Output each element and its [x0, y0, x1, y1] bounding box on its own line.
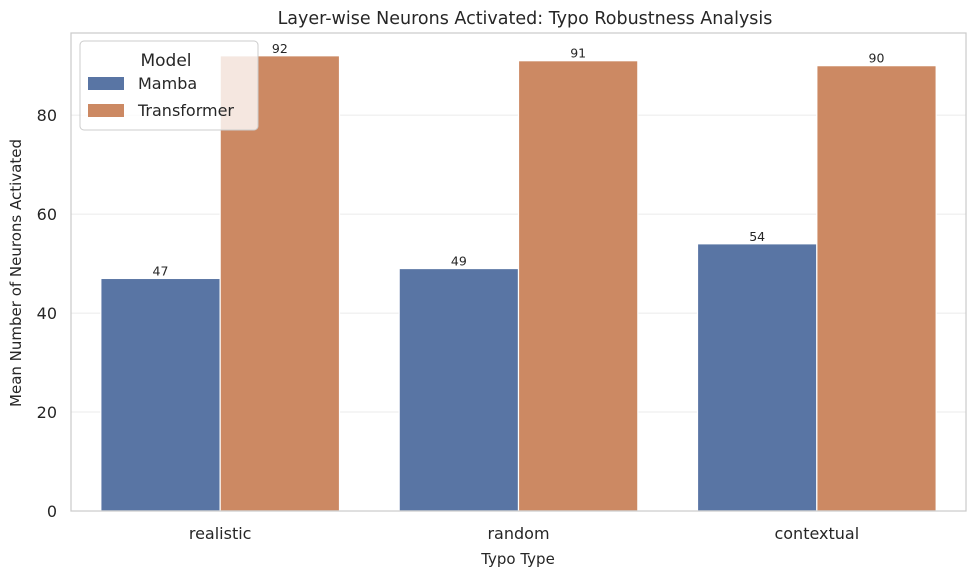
y-axis-ticks: 0 20 40 60 80 [37, 106, 57, 521]
legend-title: Model [140, 51, 191, 71]
y-tick-label: 60 [37, 205, 57, 224]
bar-data-label: 91 [570, 46, 586, 61]
x-tick-label: random [487, 524, 549, 543]
bar-data-label: 92 [272, 41, 288, 56]
legend-swatch-transformer [88, 104, 124, 117]
y-tick-label: 80 [37, 106, 57, 125]
legend-label-mamba: Mamba [138, 74, 197, 93]
y-tick-label: 0 [47, 502, 57, 521]
bar-transformer-random [517, 60, 639, 512]
bar-data-label: 47 [153, 263, 169, 278]
bar-mamba-random [398, 267, 520, 512]
plot-frame [70, 32, 967, 512]
y-tick-label: 40 [37, 304, 57, 323]
bar-data-label: 54 [749, 229, 765, 244]
bars [100, 55, 937, 512]
x-axis-ticks: realistic random contextual [189, 524, 859, 543]
bar-data-label: 90 [869, 51, 885, 66]
data-labels: 47 92 49 91 54 90 [153, 41, 885, 279]
legend: Model Mamba Transformer [79, 40, 259, 131]
x-tick-label: realistic [189, 524, 252, 543]
legend-box [79, 40, 259, 131]
y-tick-label: 20 [37, 403, 57, 422]
bar-mamba-contextual [696, 243, 818, 512]
bar-transformer-contextual [816, 65, 937, 512]
legend-swatch-mamba [88, 77, 124, 90]
x-axis-title: Typo Type [480, 550, 555, 568]
bar-transformer-realistic [219, 55, 341, 512]
chart-title: Layer-wise Neurons Activated: Typo Robus… [278, 9, 773, 29]
legend-label-transformer: Transformer [137, 101, 234, 120]
x-tick-label: contextual [774, 524, 859, 543]
bar-mamba-realistic [100, 277, 221, 512]
y-axis-title: Mean Number of Neurons Activated [7, 139, 25, 407]
bar-data-label: 49 [451, 254, 467, 269]
